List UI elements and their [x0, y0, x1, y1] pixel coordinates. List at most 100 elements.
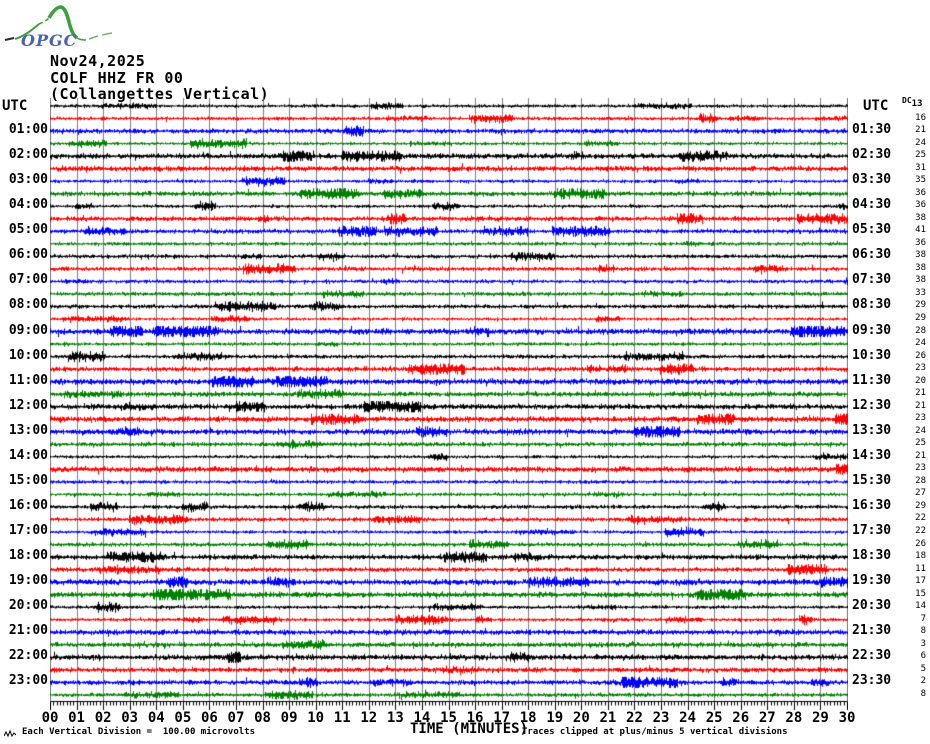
left-time-label: 14:00 [8, 447, 48, 463]
right-time-label: 02:30 [852, 147, 892, 163]
dc-value: 16 [915, 112, 926, 123]
minute-label: 17 [493, 710, 511, 726]
minute-label: 12 [360, 710, 378, 726]
left-time-label: 13:00 [8, 422, 48, 438]
opgc-logo: OPGC [4, 5, 113, 50]
minute-label: 13 [386, 710, 404, 726]
minute-label: 15 [440, 710, 457, 726]
minute-label: 14 [413, 710, 431, 726]
left-time-label: 17:00 [8, 523, 48, 539]
logo-left-dash [4, 37, 15, 41]
minute-label: 16 [466, 710, 484, 726]
minute-label: 06 [200, 710, 218, 726]
dc-value: 24 [915, 137, 926, 148]
dc-value: 8 [920, 688, 926, 699]
minute-label: 02 [94, 710, 112, 726]
right-time-label: 13:30 [852, 422, 892, 438]
minute-label: 03 [121, 710, 139, 726]
right-time-label: 14:30 [852, 447, 892, 463]
minute-label: 19 [546, 710, 564, 726]
left-time-label: 02:00 [8, 147, 48, 163]
dc-value: 24 [915, 425, 926, 436]
division-note: Each Vertical Division = 100.00 microvol… [22, 727, 255, 737]
dc-value: 38 [915, 212, 926, 223]
dc-value: 21 [915, 400, 926, 411]
dc-value: 15 [915, 588, 926, 599]
left-time-label: 22:00 [8, 648, 48, 664]
right-time-label: 11:30 [852, 372, 892, 388]
minute-label: 04 [147, 710, 165, 726]
dc-value: 2 [920, 676, 926, 687]
plot-header: Nov24,2025 COLF HHZ FR 00 (Collangettes … [50, 53, 269, 103]
minute-label: 26 [732, 710, 750, 726]
dc-value: 25 [915, 150, 926, 161]
minute-label: 29 [811, 710, 829, 726]
mini-wave-icon [4, 729, 16, 738]
dc-value: 22 [915, 526, 926, 537]
dc-value: 21 [915, 125, 926, 136]
right-time-label: 12:30 [852, 397, 892, 413]
minute-label: 09 [280, 710, 298, 726]
right-time-label: 15:30 [852, 472, 892, 488]
right-time-label: 21:30 [852, 623, 892, 639]
left-time-label: 03:00 [8, 172, 48, 188]
header-station: COLF HHZ FR 00 [50, 68, 184, 87]
dc-value: 27 [915, 488, 926, 499]
dc-value: 38 [915, 250, 926, 261]
minute-label: 23 [652, 710, 670, 726]
minute-label: 22 [626, 710, 643, 726]
minute-label: 11 [333, 710, 351, 726]
minute-label: 24 [679, 710, 697, 726]
dc-value: 36 [915, 187, 926, 198]
dc-value: 25 [915, 438, 926, 449]
minute-label: 01 [68, 710, 85, 726]
minute-label: 28 [785, 710, 803, 726]
right-time-label: 22:30 [852, 648, 892, 664]
dc-value: 28 [915, 325, 926, 336]
dc-value: 8 [920, 626, 926, 637]
left-time-label: 23:00 [8, 673, 48, 689]
clip-note: Traces clipped at plus/minus 5 vertical … [522, 727, 788, 737]
minute-label: 21 [599, 710, 617, 726]
dc-value: 41 [915, 225, 926, 236]
left-time-label: 08:00 [8, 297, 48, 313]
dc-value: 17 [915, 576, 926, 587]
dc-value: 23 [915, 413, 926, 424]
right-time-label: 04:30 [852, 197, 892, 213]
seismogram-canvas [50, 97, 848, 717]
left-time-label: 16:00 [8, 497, 48, 513]
left-time-label: 10:00 [8, 347, 48, 363]
right-time-label: 03:30 [852, 172, 892, 188]
dc-value: 29 [915, 300, 926, 311]
right-time-label: 19:30 [852, 573, 892, 589]
header-date: Nov24,2025 [50, 52, 146, 70]
right-time-label: 06:30 [852, 247, 892, 263]
right-time-label: 10:30 [852, 347, 892, 363]
dc-value: 18 [915, 551, 926, 562]
dc-first-value: 13 [911, 99, 923, 109]
dc-value: 29 [915, 500, 926, 511]
dc-value: 21 [915, 388, 926, 399]
dc-value: 21 [915, 450, 926, 461]
minute-label: 18 [519, 710, 537, 726]
dc-value: 7 [920, 613, 926, 624]
dc-value: 35 [915, 175, 926, 186]
right-time-label: 08:30 [852, 297, 892, 313]
minute-label: 27 [758, 710, 776, 726]
logo-curve-peak [47, 5, 79, 40]
right-time-label: 18:30 [852, 548, 892, 564]
dc-value: 11 [915, 563, 926, 574]
dc-value: 26 [915, 538, 926, 549]
dc-value: 31 [915, 162, 926, 173]
minute-label: 05 [174, 710, 192, 726]
right-time-label: 01:30 [852, 122, 892, 138]
dc-value: 26 [915, 350, 926, 361]
logo-right-dashes [88, 32, 113, 40]
dc-value: 23 [915, 363, 926, 374]
dc-value: 36 [915, 237, 926, 248]
left-time-label: 21:00 [8, 623, 48, 639]
left-time-label: 04:00 [8, 197, 48, 213]
dc-value: 3 [920, 638, 926, 649]
dc-value: 6 [920, 651, 926, 662]
